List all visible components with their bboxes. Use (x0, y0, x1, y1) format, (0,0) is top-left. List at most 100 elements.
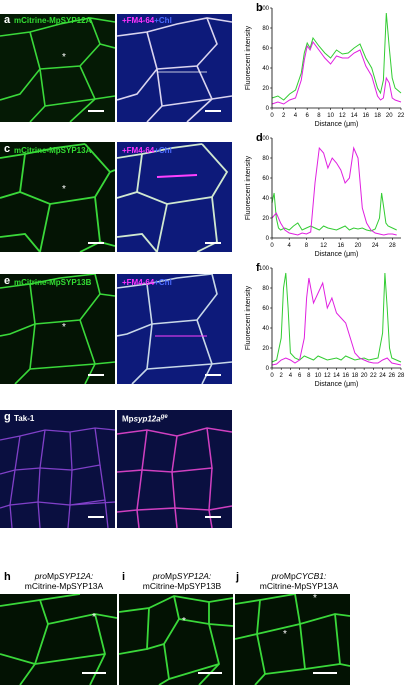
x-tick-label-f: 4 (289, 373, 293, 379)
x-tick-label-d: 24 (372, 243, 379, 249)
x-tick-label-d: 8 (305, 243, 309, 249)
y-tick-label-f: 40 (262, 326, 269, 332)
x-tick-label-f: 2 (280, 373, 284, 379)
chart-f: 0 2 4 6 8 10 12 14 16 18 20 22 24 26 28020406080100Dis… (245, 266, 405, 388)
panel-g-mutant-image (117, 410, 232, 528)
micrograph-j (235, 594, 350, 685)
panel-label-j: j (236, 571, 240, 583)
panel-a-green-image (0, 14, 115, 122)
panel-g-tak1-image (0, 410, 115, 528)
panel-label-g: g (4, 411, 11, 423)
series-line-f-1 (271, 277, 402, 366)
star-marker-i: * (182, 616, 186, 627)
x-tick-label-f: 16 (342, 373, 349, 379)
star-marker-j-1: * (313, 593, 317, 604)
series-line-b-0 (271, 12, 402, 101)
x-tick-label-d: 4 (288, 243, 292, 249)
micrograph-e-merge (117, 274, 232, 384)
panel-label-a: a (4, 14, 11, 26)
x-tick-label-f: 28 (398, 373, 405, 379)
y-tick-label-b: 60 (262, 46, 269, 52)
x-tick-label-b: 10 (327, 113, 334, 119)
y-tick-label-f: 60 (262, 306, 269, 312)
y-tick-label-f: 80 (262, 286, 269, 292)
x-tick-label-f: 8 (307, 373, 311, 379)
y-tick-label-f: 20 (262, 346, 269, 352)
y-axis-label-b: Fluorescent intensity (245, 25, 252, 90)
series-line-d-1 (271, 146, 397, 236)
scale-bar-h (82, 672, 106, 674)
x-tick-label-b: 0 (270, 113, 274, 119)
panel-label-c: c (4, 143, 11, 155)
channel-title-c-merge: +FM4-64+Chl (122, 146, 172, 155)
x-tick-label-f: 10 (315, 373, 322, 379)
x-axis-label-f: Distance (μm) (315, 381, 359, 388)
y-tick-label-b: 100 (259, 6, 270, 12)
x-axis-label-b: Distance (μm) (315, 121, 359, 128)
y-axis-label-d: Fluorescent intensity (245, 155, 252, 220)
construct-label-h: proMpSYP12A: mCitrine-MpSYP13A (24, 571, 104, 591)
y-tick-label-d: 0 (266, 236, 270, 242)
y-tick-label-f: 100 (259, 266, 270, 272)
channel-title-a-merge: +FM4-64+Chl (122, 16, 172, 25)
x-tick-label-d: 12 (320, 243, 327, 249)
micrograph-e-green (0, 274, 115, 384)
x-tick-label-b: 20 (386, 113, 393, 119)
x-tick-label-f: 18 (352, 373, 359, 379)
x-tick-label-f: 6 (298, 373, 302, 379)
micrograph-a-merge (117, 14, 232, 122)
x-tick-label-f: 24 (379, 373, 386, 379)
scale-bar-a-right (205, 110, 221, 112)
panel-j-image (235, 594, 350, 685)
genotype-label-g-right: Mpsyp12age (122, 414, 168, 424)
panel-e-green-image (0, 274, 115, 384)
micrograph-c-green (0, 142, 115, 252)
x-tick-label-d: 20 (355, 243, 362, 249)
scale-bar-e-right (205, 374, 221, 376)
x-tick-label-b: 14 (351, 113, 358, 119)
series-line-f-0 (271, 272, 402, 363)
x-tick-label-d: 28 (389, 243, 396, 249)
x-tick-label-f: 14 (333, 373, 340, 379)
channel-title-a-green: mCitrine-MpSYP12A (14, 16, 92, 25)
x-tick-label-b: 18 (374, 113, 381, 119)
x-tick-label-f: 12 (324, 373, 331, 379)
star-marker-a: * (62, 52, 66, 63)
series-line-b-1 (271, 40, 402, 105)
construct-label-i: proMpSYP12A: mCitrine-MpSYP13B (142, 571, 222, 591)
construct-label-j: proMpCYCB1: mCitrine-MpSYP13A (259, 571, 339, 591)
y-axis-label-f: Fluorescent intensity (245, 285, 252, 350)
scale-bar-a-left (88, 110, 104, 112)
x-tick-label-b: 12 (339, 113, 346, 119)
scale-bar-e-left (88, 374, 104, 376)
micrograph-a-green (0, 14, 115, 122)
panel-c-green-image (0, 142, 115, 252)
scale-bar-g-left (88, 516, 104, 518)
x-tick-label-f: 26 (388, 373, 395, 379)
panel-label-h: h (4, 571, 11, 583)
star-marker-j-2: * (283, 629, 287, 640)
panel-label-e: e (4, 275, 11, 287)
channel-title-c-green: mCitrine-MpSYP13A (14, 146, 92, 155)
panel-label-f: f (256, 262, 260, 274)
y-tick-label-b: 20 (262, 86, 269, 92)
panel-h-image (0, 594, 117, 685)
x-tick-label-f: 20 (361, 373, 368, 379)
y-tick-label-d: 20 (262, 216, 269, 222)
x-tick-label-d: 16 (337, 243, 344, 249)
panel-c-merge-image (117, 142, 232, 252)
channel-title-e-green: mCitrine-MpSYP13B (14, 278, 92, 287)
chart-d: 0 4 8 12 16 20 24 28 0 20 40 60 80 100 Distance (μm) Fl… (245, 136, 401, 258)
y-tick-label-d: 60 (262, 176, 269, 182)
panel-i-image (119, 594, 233, 685)
star-marker-e: * (62, 322, 66, 333)
star-marker-h: * (92, 612, 96, 623)
micrograph-g-mutant (117, 410, 232, 528)
series-line-d-0 (271, 192, 397, 232)
scale-bar-c-left (88, 242, 104, 244)
x-tick-label-b: 22 (398, 113, 405, 119)
x-tick-label-b: 8 (317, 113, 321, 119)
x-axis-label-d: Distance (μm) (315, 251, 359, 258)
x-tick-label-b: 2 (282, 113, 286, 119)
x-tick-label-d: 0 (270, 243, 274, 249)
